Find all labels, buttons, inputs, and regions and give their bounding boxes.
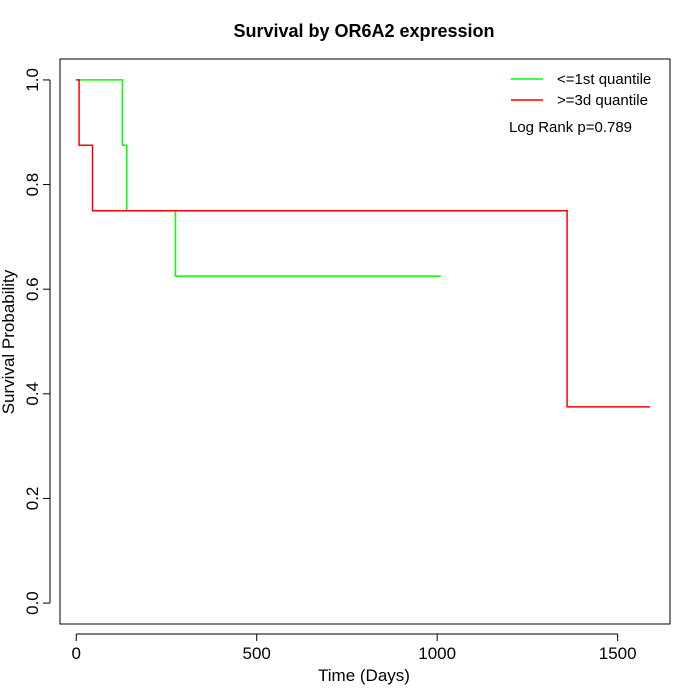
series-layer bbox=[76, 79, 651, 408]
legend-label-2: >=3d quantile bbox=[557, 92, 648, 109]
x-axis: 0 500 1000 1500 bbox=[72, 633, 637, 663]
y-axis-label: Survival Probability bbox=[0, 269, 18, 414]
series-line-1 bbox=[76, 79, 441, 277]
x-tick-label: 1000 bbox=[418, 644, 456, 663]
x-tick-label: 0 bbox=[72, 644, 81, 663]
chart-title: Survival by OR6A2 expression bbox=[233, 21, 494, 41]
log-rank-annotation: Log Rank p=0.789 bbox=[509, 119, 632, 136]
y-tick-label: 0.8 bbox=[23, 173, 42, 197]
y-tick-label: 0.0 bbox=[23, 591, 42, 615]
y-tick-label: 1.0 bbox=[23, 68, 42, 92]
legend-label-1: <=1st quantile bbox=[557, 71, 651, 88]
y-tick-label: 0.4 bbox=[23, 382, 42, 406]
x-tick-label: 500 bbox=[243, 644, 271, 663]
series-line-2 bbox=[76, 79, 651, 408]
plot-frame bbox=[59, 58, 671, 625]
y-tick-label: 0.6 bbox=[23, 277, 42, 301]
y-tick-label: 0.2 bbox=[23, 487, 42, 511]
x-tick-label: 1500 bbox=[599, 644, 637, 663]
y-axis: 0.0 0.2 0.4 0.6 0.8 1.0 bbox=[23, 68, 51, 615]
legend: <=1st quantile >=3d quantile bbox=[511, 71, 651, 109]
x-axis-label: Time (Days) bbox=[318, 666, 410, 685]
